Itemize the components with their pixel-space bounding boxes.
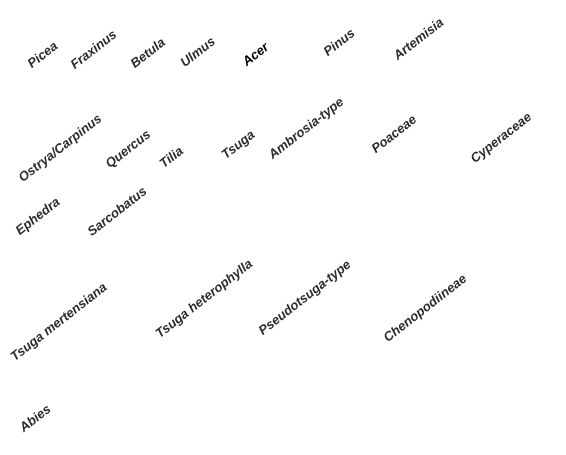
- label-tsuga: Tsuga: [218, 126, 258, 162]
- label-tsuga-mertensiana: Tsuga mertensiana: [7, 279, 110, 364]
- label-ambrosia-type: Ambrosia-type: [265, 93, 347, 162]
- label-picea: Picea: [24, 38, 61, 71]
- label-sarcobatus: Sarcobatus: [84, 183, 150, 239]
- label-ostrya-carpinus: Ostrya/Carpinus: [15, 110, 105, 185]
- label-ephedra: Ephedra: [12, 193, 63, 238]
- label-ulmus: Ulmus: [177, 33, 218, 70]
- label-tilia: Tilia: [156, 143, 186, 171]
- label-pinus: Pinus: [320, 25, 358, 59]
- label-acer: Acer: [239, 39, 272, 69]
- label-tsuga-heterophylla: Tsuga heterophylla: [152, 255, 256, 341]
- label-betula: Betula: [127, 34, 168, 71]
- label-poaceae: Poaceae: [368, 111, 420, 156]
- label-abies: Abies: [16, 401, 54, 435]
- label-cyperaceae: Cyperaceae: [467, 109, 535, 166]
- label-fraxinus: Fraxinus: [67, 26, 120, 72]
- label-pseudotsuga-type: Pseudotsuga-type: [255, 256, 354, 338]
- label-chenopodiineae: Chenopodiineae: [380, 270, 470, 345]
- label-quercus: Quercus: [102, 126, 154, 171]
- label-artemisia: Artemisia: [390, 14, 447, 63]
